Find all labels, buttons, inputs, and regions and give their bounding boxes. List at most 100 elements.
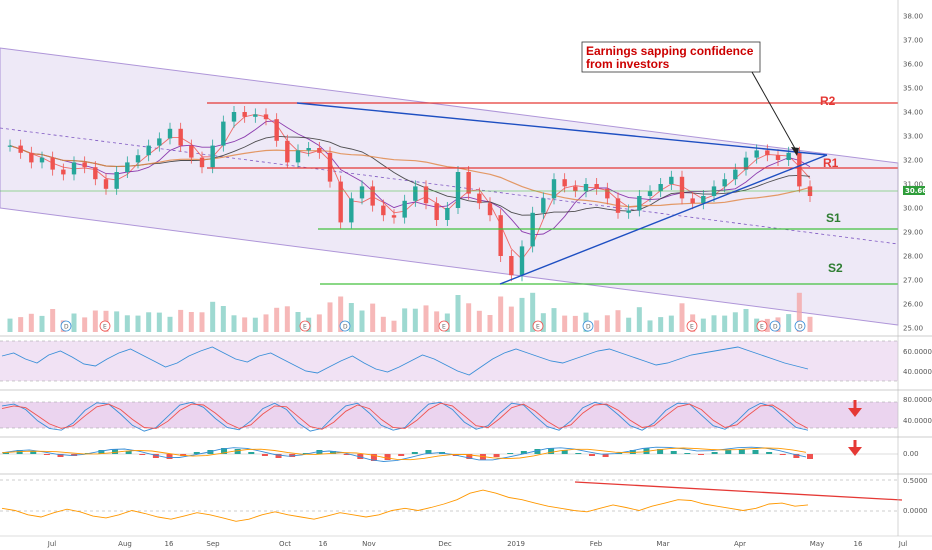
event-marker-label: D [773, 324, 778, 331]
volume-bar [722, 315, 728, 332]
candle-body [39, 157, 45, 163]
event-marker-icon[interactable] [438, 320, 450, 332]
last-price-badge [903, 186, 925, 195]
event-marker-icon[interactable] [99, 320, 111, 332]
macd-histogram-bar [3, 452, 9, 454]
volume-bar [380, 316, 386, 332]
candle-body [285, 140, 290, 163]
event-marker-label: E [760, 324, 764, 331]
stoch-down-arrow-icon [848, 400, 862, 417]
macd-histogram-bar [234, 449, 241, 454]
stoch-k-line [1, 401, 809, 432]
macd-tick-0: 0.00 [903, 450, 919, 458]
annotation-line-2: from investors [586, 57, 670, 71]
x-tick: Apr [734, 540, 746, 548]
s1-label: S1 [826, 211, 841, 225]
candle-body [765, 150, 770, 156]
volume-bar [466, 303, 472, 332]
candle-body [7, 145, 13, 147]
macd-down-arrow-icon [848, 440, 862, 456]
indicator-trendline [574, 481, 903, 501]
macd-histogram-bar [534, 449, 541, 454]
candle-body [669, 176, 674, 184]
volume-bar [135, 315, 141, 332]
lower-trendline [499, 154, 828, 285]
candle-body [359, 186, 365, 199]
volume-bar [39, 315, 45, 332]
candle-body [103, 179, 109, 189]
volume-bar [71, 313, 77, 332]
candle-body [338, 181, 343, 223]
macd-histogram-bar [493, 454, 500, 457]
volume-bar [615, 310, 621, 332]
candle-body [189, 145, 194, 158]
candle-body [754, 150, 759, 158]
volume-bar [28, 313, 34, 332]
macd-histogram-bar [752, 450, 759, 454]
candle-body [221, 121, 226, 146]
event-marker-icon[interactable] [299, 320, 311, 332]
price-tick: 38.00 [903, 13, 923, 21]
price-tick: 36.00 [903, 61, 923, 69]
event-marker-icon[interactable] [686, 320, 698, 332]
macd-histogram-bar [793, 454, 800, 458]
candle-body [391, 215, 397, 218]
volume-bar [391, 320, 397, 332]
volume-bar [626, 317, 632, 332]
macd-histogram-bar [575, 453, 582, 454]
volume-bar [508, 306, 514, 332]
x-tick: Dec [438, 540, 452, 548]
moving-average-line [9, 113, 811, 260]
macd-histogram-bar [139, 454, 146, 455]
price-tick: 33.00 [903, 133, 923, 141]
volume-bar [295, 312, 301, 332]
candle-body [199, 157, 205, 168]
volume-bar [370, 303, 376, 332]
event-marker-icon[interactable] [339, 320, 351, 332]
macd-histogram-bar [112, 449, 119, 454]
event-marker-icon[interactable] [582, 320, 594, 332]
volume-bar [807, 316, 813, 332]
event-marker-label: D [798, 324, 803, 331]
volume-bar [658, 317, 664, 332]
event-marker-icon[interactable] [756, 320, 768, 332]
event-marker-label: E [690, 324, 694, 331]
annotation-line-1: Earnings sapping confidence [586, 44, 754, 58]
last-price-label: 30.66 [905, 187, 927, 195]
macd-histogram-bar [588, 454, 595, 456]
event-marker-icon[interactable] [532, 320, 544, 332]
candle-body [18, 145, 23, 153]
indicator-line [1, 489, 809, 522]
event-marker-icon[interactable] [769, 320, 781, 332]
macd-histogram-bar [398, 454, 405, 456]
volume-bar [82, 317, 88, 332]
volume-bar [327, 302, 333, 332]
macd-histogram-bar [507, 453, 514, 454]
candle-body [509, 256, 514, 276]
event-marker-icon[interactable] [794, 320, 806, 332]
candle-body [125, 162, 130, 172]
volume-bar [242, 317, 248, 332]
moving-averages [9, 113, 811, 260]
candle-body [498, 215, 503, 256]
x-axis: Jul Aug 16 Sep Oct 16 Nov Dec 2019 Feb Mar Apr May 16… [47, 540, 908, 548]
macd-panel: 0.00 [0, 436, 932, 462]
annotation-arrowhead [791, 147, 799, 156]
candle-body [455, 172, 461, 208]
macd-histogram-bar [248, 452, 255, 454]
volume-bar [412, 308, 418, 332]
event-marker-icon[interactable] [60, 320, 72, 332]
volume-bar [274, 307, 280, 332]
candle-body [157, 138, 162, 146]
macd-histogram-bar [152, 454, 159, 458]
candle-body [679, 176, 685, 199]
macd-histogram-bar [125, 451, 132, 454]
volume-bar [231, 315, 237, 332]
price-tick: 37.00 [903, 37, 923, 45]
candle-body [605, 188, 610, 199]
macd-histogram-bar [684, 453, 691, 454]
x-tick: Jul [47, 540, 57, 548]
macd-histogram-bar [629, 450, 636, 454]
